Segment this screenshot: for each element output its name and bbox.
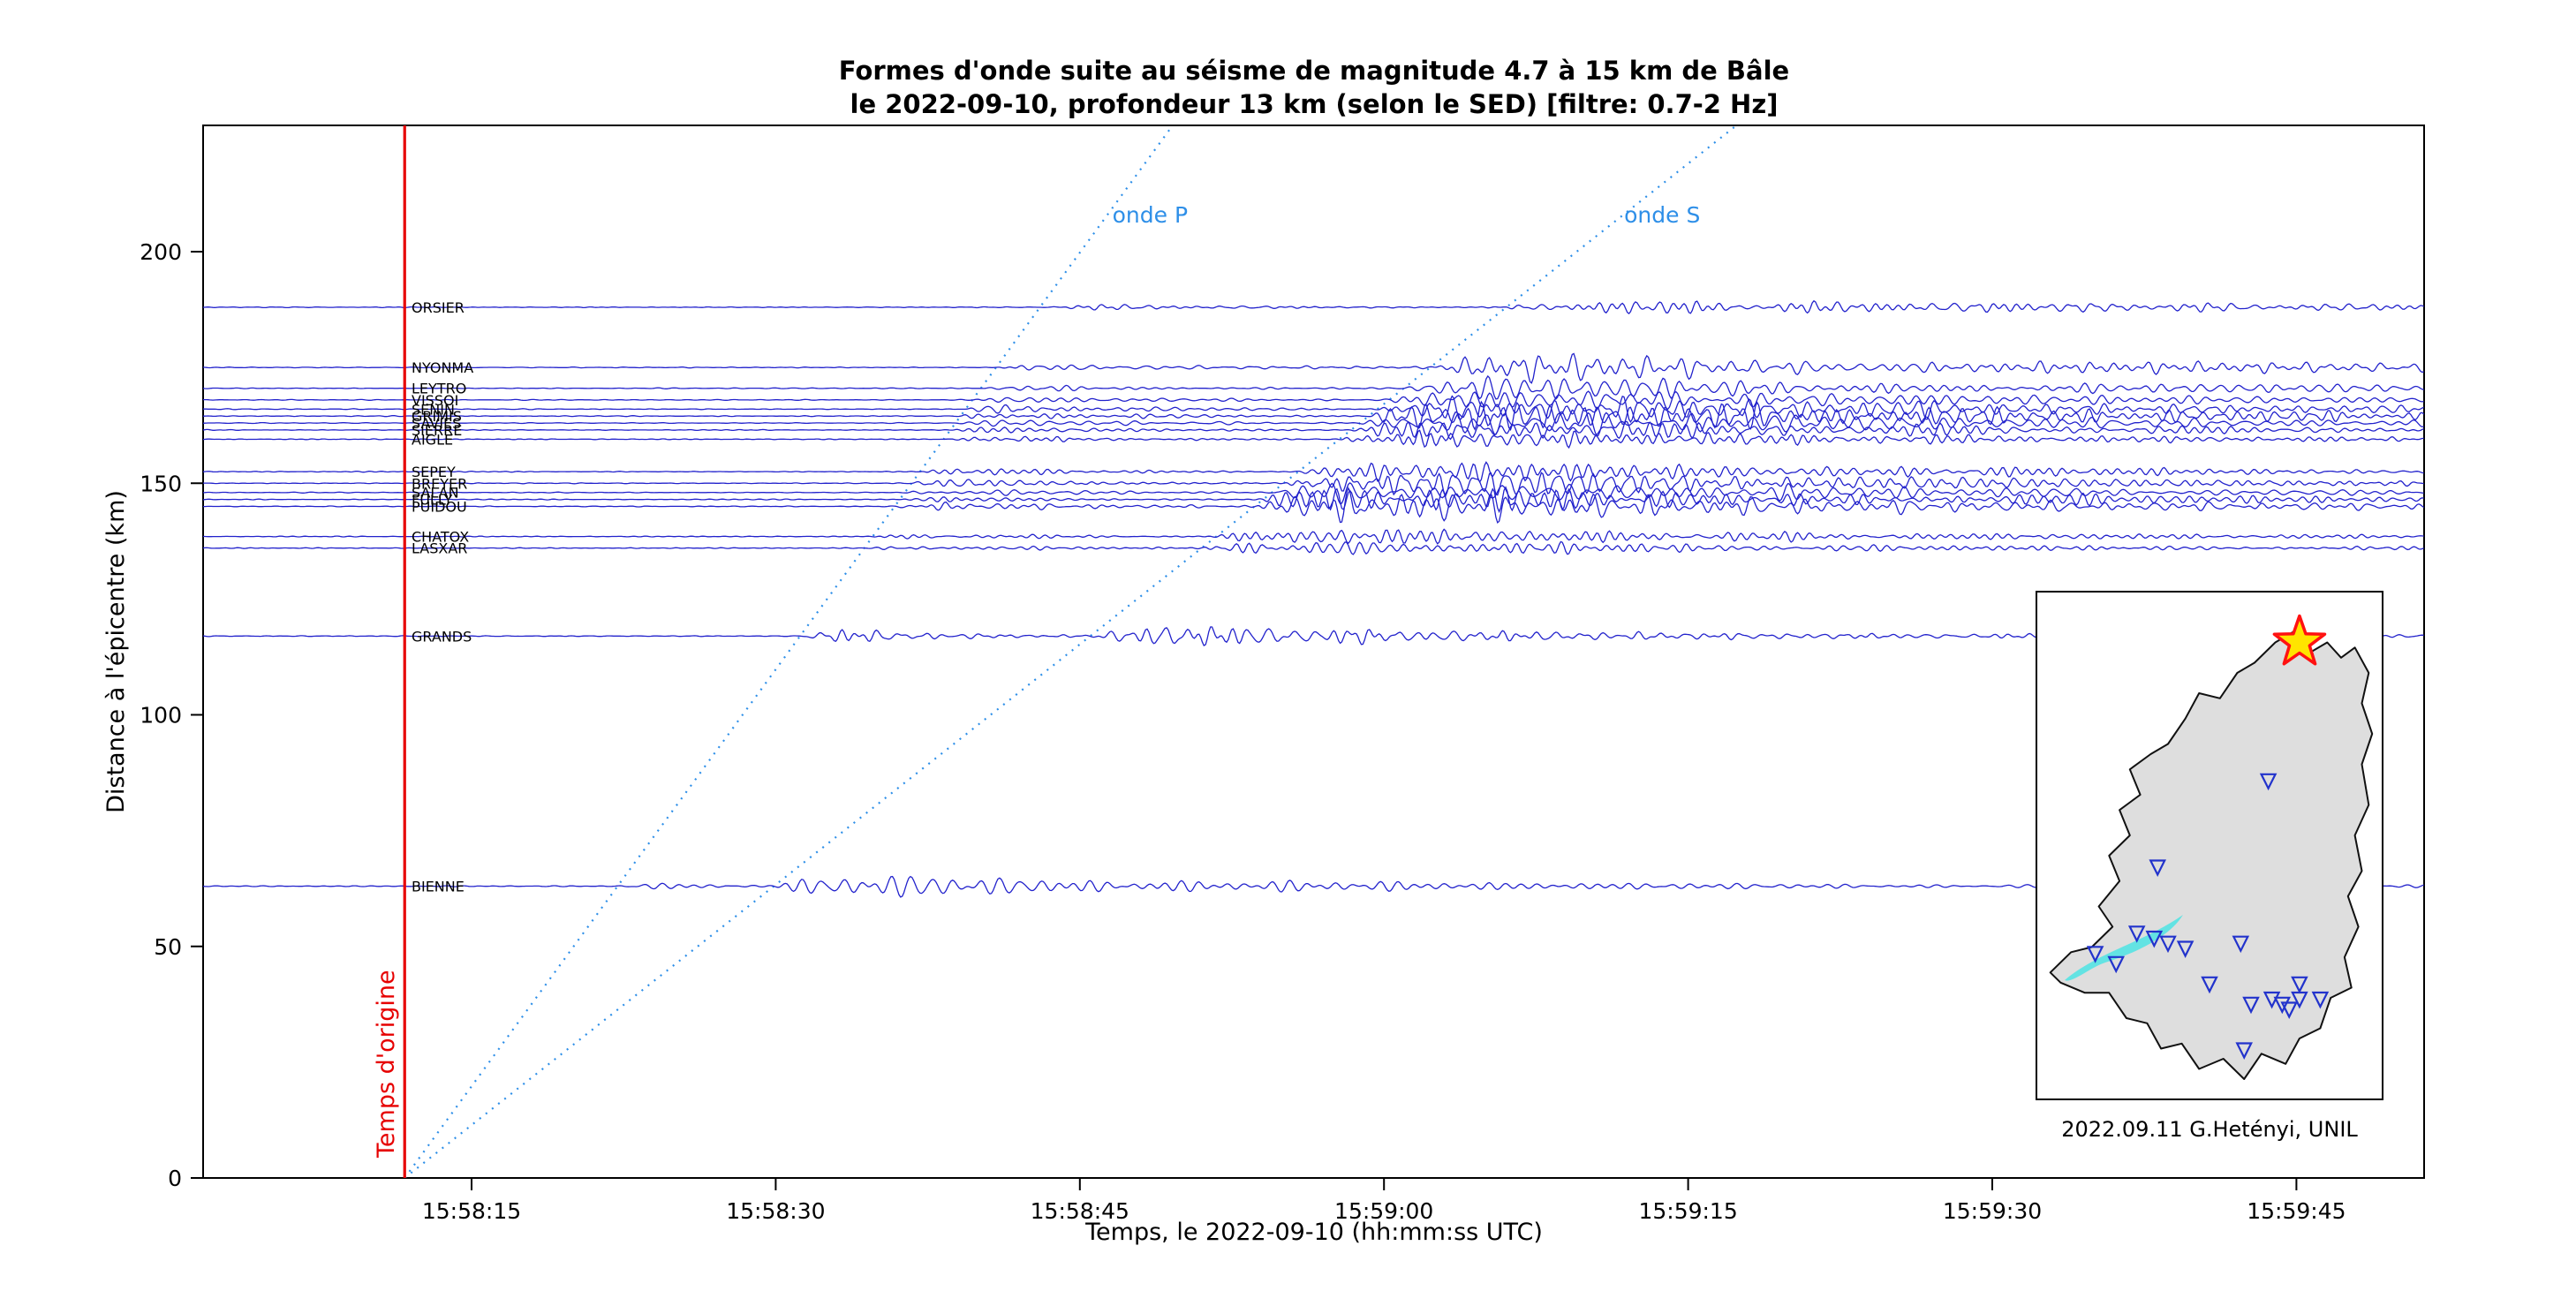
station-labels-layer: ORSIER NYONMA LEYTROVISSOISENINGRIMISSAVIE… [412, 299, 473, 895]
station-label: NYONMA [412, 359, 473, 376]
x-tick-label: 15:58:15 [422, 1198, 521, 1224]
station-label: SENIN [412, 401, 455, 418]
seismogram-trace [203, 374, 2424, 400]
inset-station-triangle-icon [2232, 935, 2250, 954]
seismogram-trace [203, 352, 2424, 384]
seismogram-trace [203, 486, 2424, 514]
inset-station-triangle-icon [2159, 935, 2177, 954]
seismogram-trace [203, 395, 2424, 424]
epicenter-star-icon [2272, 614, 2327, 666]
inset-station-triangle-icon [2259, 773, 2278, 791]
station-label: GRIMIS [412, 408, 462, 425]
station-label: CHATOX [412, 529, 469, 546]
seismogram-trace [203, 472, 2424, 497]
station-label: LEYTRO [412, 381, 466, 397]
phase-line [404, 125, 1174, 1178]
x-tick-label: 15:59:00 [1334, 1198, 1433, 1224]
seismogram-trace [203, 540, 2424, 555]
x-tick-label: 15:59:15 [1638, 1198, 1737, 1224]
phase-labels-layer: onde P onde S [1113, 202, 1701, 228]
inset-station-triangle-icon [2127, 925, 2146, 943]
y-tick-label: 0 [168, 1166, 182, 1191]
station-label: PUIDOU [412, 498, 467, 515]
inset-station-triangle-icon [2242, 996, 2260, 1015]
seismogram-trace [203, 411, 2424, 436]
inset-map [2036, 591, 2383, 1100]
station-label: SEPEY [412, 464, 456, 480]
y-axis-label: Distance à l'épicentre (km) [102, 490, 130, 813]
station-label: ORSIER [412, 299, 465, 316]
phase-label: onde P [1113, 202, 1188, 228]
station-label: GRANDS [412, 628, 472, 645]
y-tick-label: 200 [140, 239, 182, 265]
inset-station-triangle-icon [2273, 996, 2292, 1015]
inset-station-triangle-icon [2145, 930, 2164, 948]
figure-title-line1: Formes d'onde suite au séisme de magnitu… [839, 56, 1789, 86]
y-tick-label: 150 [140, 471, 182, 496]
x-tick-label: 15:59:30 [1943, 1198, 2042, 1224]
inset-caption: 2022.09.11 G.Hetényi, UNIL [2061, 1117, 2358, 1142]
seismogram-trace [203, 400, 2424, 431]
phase-label: onde S [1624, 202, 1700, 228]
inset-station-triangle-icon [2291, 976, 2308, 994]
inset-station-triangle-icon [2149, 859, 2166, 877]
seismogram-trace [203, 299, 2424, 314]
phase-line [404, 125, 1738, 1178]
station-label: VISSOI [412, 392, 458, 409]
inset-station-triangle-icon [2107, 955, 2125, 974]
origin-time-group: Temps d'origine [373, 125, 406, 1178]
waveform-traces-layer [203, 299, 2424, 898]
seismogram-trace [203, 528, 2424, 545]
station-label: AIGLE [412, 431, 453, 448]
y-axis-ticks: 0 50 100 150 200 [140, 239, 203, 1191]
station-label: SALAN [412, 485, 459, 502]
inset-station-triangle-icon [2201, 976, 2218, 994]
x-tick-label: 15:58:30 [726, 1198, 825, 1224]
inset-land-polygon [2049, 631, 2374, 1080]
x-tick-label: 15:59:45 [2247, 1198, 2346, 1224]
station-label: BIENNE [412, 879, 465, 895]
inset-lake [2065, 915, 2183, 981]
figure-title-line2: le 2022-09-10, profondeur 13 km (selon l… [850, 89, 1779, 119]
station-label: FULLY [412, 492, 453, 509]
inset-station-triangle-icon [2280, 1001, 2298, 1019]
inset-station-triangle-icon [2235, 1042, 2253, 1060]
station-label: SAVIES [412, 415, 461, 432]
seismogram-trace [203, 420, 2424, 441]
seismogram-trace [203, 461, 2424, 484]
seismogram-trace [203, 487, 2424, 525]
origin-time-label: Temps d'origine [373, 970, 400, 1159]
inset-station-triangle-icon [2086, 946, 2104, 963]
y-tick-label: 50 [154, 934, 182, 960]
station-label: BREYER [412, 475, 467, 492]
x-axis-label: Temps, le 2022-09-10 (hh:mm:ss UTC) [1084, 1219, 1543, 1246]
inset-station-triangle-icon [2176, 940, 2195, 958]
seismogram-trace [203, 429, 2424, 449]
y-tick-label: 100 [140, 703, 182, 729]
phase-lines-layer [404, 125, 1738, 1178]
x-axis-ticks: 15:58:15 15:58:30 15:58:45 15:59:00 15:59:15… [422, 1178, 2346, 1224]
plot-frame [202, 125, 2425, 1179]
station-label: LASXAR [412, 540, 467, 557]
seismogram-trace [203, 390, 2424, 411]
station-label: SIERRE [412, 422, 462, 439]
inset-station-triangle-icon [2291, 991, 2308, 1009]
x-tick-label: 15:58:45 [1031, 1198, 1129, 1224]
inset-station-triangle-icon [2311, 991, 2330, 1009]
